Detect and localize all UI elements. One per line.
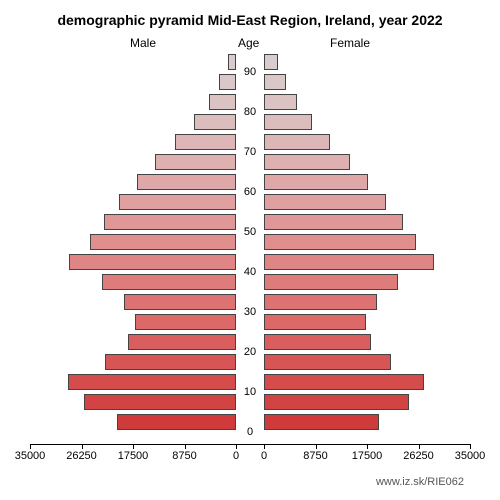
female-bar bbox=[264, 274, 398, 290]
x-tick bbox=[264, 444, 265, 449]
subtitle-female: Female bbox=[330, 36, 370, 50]
female-bar bbox=[264, 94, 297, 110]
age-label: 50 bbox=[236, 226, 264, 238]
male-bar bbox=[135, 314, 236, 330]
x-tick bbox=[419, 444, 420, 449]
female-bar bbox=[264, 194, 386, 210]
x-tick-label: 0 bbox=[233, 450, 239, 462]
chart-area: 0 10 20 30 40 50 60 70 80 90 bbox=[30, 54, 470, 444]
female-bar bbox=[264, 214, 403, 230]
male-bar bbox=[128, 334, 236, 350]
x-tick bbox=[316, 444, 317, 449]
male-bar bbox=[228, 54, 236, 70]
male-bar bbox=[105, 354, 236, 370]
male-bar bbox=[194, 114, 236, 130]
age-label: 20 bbox=[236, 346, 264, 358]
age-label: 40 bbox=[236, 266, 264, 278]
x-tick bbox=[367, 444, 368, 449]
male-side bbox=[30, 54, 236, 444]
male-bar bbox=[209, 94, 236, 110]
female-bar bbox=[264, 314, 366, 330]
female-bar bbox=[264, 114, 312, 130]
age-label: 70 bbox=[236, 146, 264, 158]
female-side bbox=[264, 54, 470, 444]
male-bar bbox=[68, 374, 236, 390]
x-tick-label: 8750 bbox=[172, 450, 196, 462]
x-tick-label: 0 bbox=[261, 450, 267, 462]
male-bar bbox=[90, 234, 236, 250]
female-bar bbox=[264, 294, 377, 310]
x-tick-label: 8750 bbox=[303, 450, 327, 462]
female-bar bbox=[264, 334, 371, 350]
pyramid-container: demographic pyramid Mid-East Region, Ire… bbox=[0, 0, 500, 500]
x-tick bbox=[30, 444, 31, 449]
female-bar bbox=[264, 154, 350, 170]
female-bar bbox=[264, 134, 330, 150]
x-axis-line bbox=[30, 444, 470, 445]
age-label: 0 bbox=[236, 426, 264, 438]
male-bar bbox=[124, 294, 236, 310]
male-bar bbox=[119, 194, 236, 210]
female-bar bbox=[264, 394, 409, 410]
x-axis: 3500026250175008750008750175002625035000 bbox=[30, 444, 470, 474]
subtitle-age: Age bbox=[238, 36, 259, 50]
credit-text: www.iz.sk/RIE062 bbox=[376, 476, 464, 488]
male-bar bbox=[69, 254, 236, 270]
male-bar bbox=[175, 134, 236, 150]
male-bar bbox=[219, 74, 236, 90]
age-label: 30 bbox=[236, 306, 264, 318]
chart-title: demographic pyramid Mid-East Region, Ire… bbox=[0, 12, 500, 28]
x-tick-label: 35000 bbox=[15, 450, 46, 462]
x-tick bbox=[470, 444, 471, 449]
age-label: 80 bbox=[236, 106, 264, 118]
subtitle-male: Male bbox=[130, 36, 156, 50]
age-label: 60 bbox=[236, 186, 264, 198]
x-tick-label: 35000 bbox=[455, 450, 486, 462]
female-bar bbox=[264, 414, 379, 430]
female-bar bbox=[264, 374, 424, 390]
male-bar bbox=[155, 154, 236, 170]
female-bar bbox=[264, 254, 434, 270]
x-tick-label: 26250 bbox=[403, 450, 434, 462]
male-bar bbox=[117, 414, 236, 430]
x-tick-label: 26250 bbox=[66, 450, 97, 462]
female-bar bbox=[264, 354, 391, 370]
age-label: 10 bbox=[236, 386, 264, 398]
x-tick bbox=[236, 444, 237, 449]
male-bar bbox=[104, 214, 236, 230]
male-bar bbox=[102, 274, 236, 290]
female-bar bbox=[264, 234, 416, 250]
x-tick bbox=[185, 444, 186, 449]
female-bar bbox=[264, 174, 368, 190]
age-label: 90 bbox=[236, 66, 264, 78]
female-bar bbox=[264, 74, 286, 90]
x-tick-label: 17500 bbox=[118, 450, 149, 462]
x-tick-label: 17500 bbox=[352, 450, 383, 462]
male-bar bbox=[137, 174, 236, 190]
age-axis-gap: 0 10 20 30 40 50 60 70 80 90 bbox=[236, 54, 264, 444]
x-tick bbox=[133, 444, 134, 449]
x-tick bbox=[82, 444, 83, 449]
female-bar bbox=[264, 54, 278, 70]
male-bar bbox=[84, 394, 236, 410]
